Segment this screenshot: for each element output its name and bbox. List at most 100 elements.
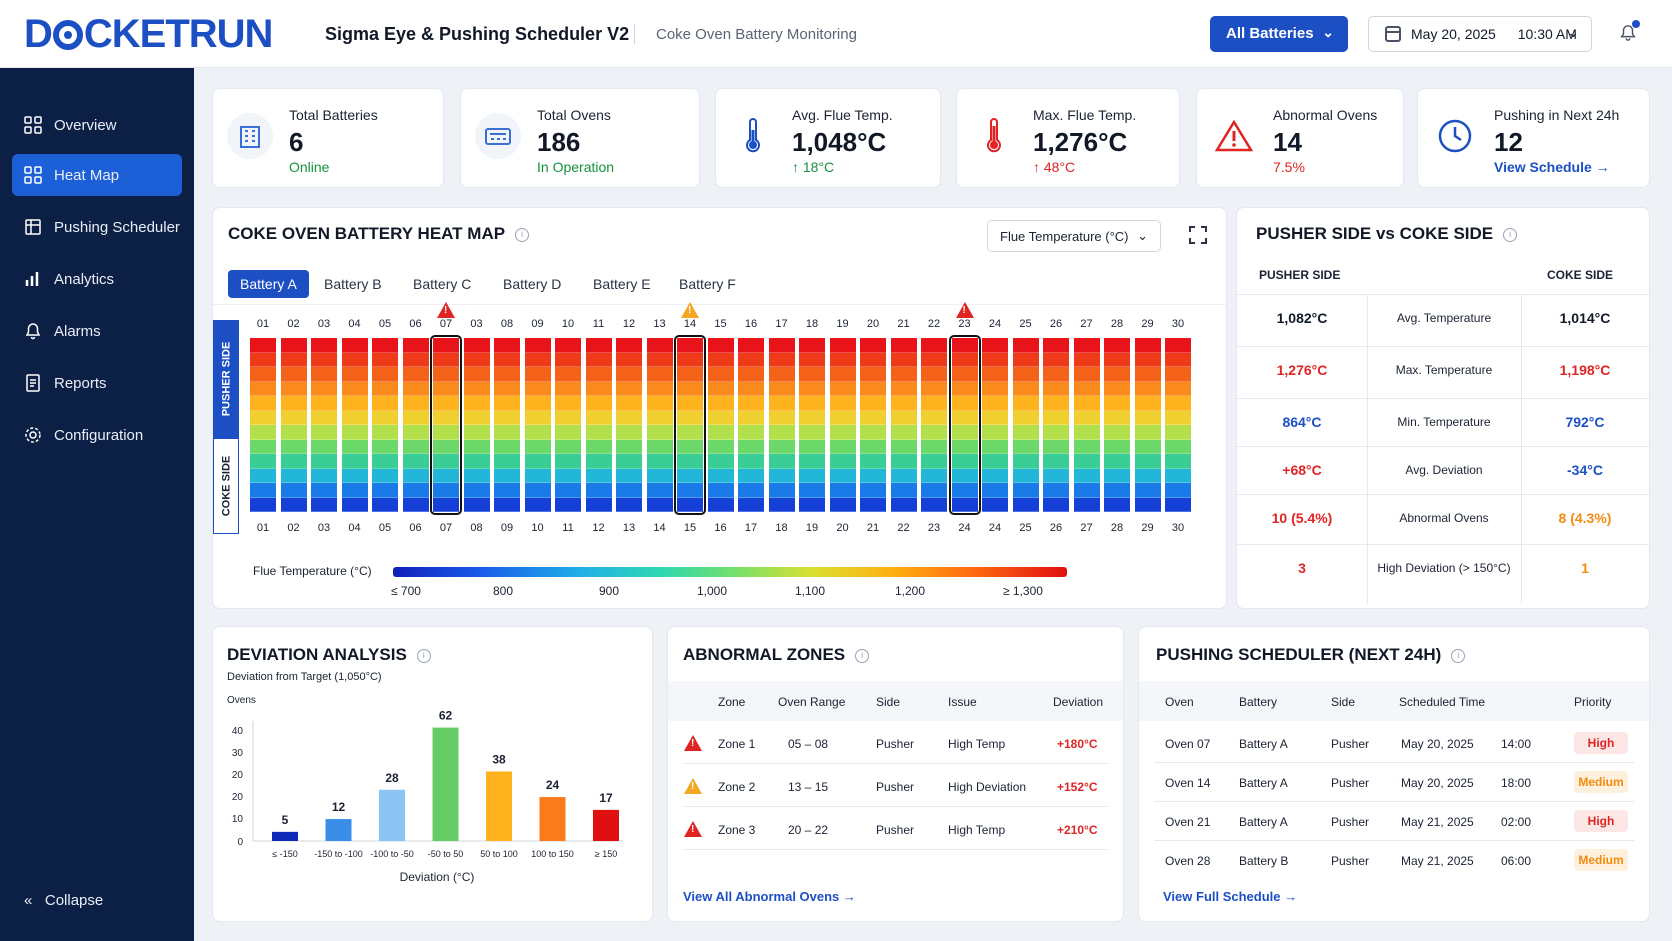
pusher-side-header: PUSHER SIDE (1259, 268, 1341, 282)
heatmap-cell (738, 381, 764, 396)
kpi-value: 12 (1494, 127, 1523, 157)
heatmap-cell (311, 396, 337, 411)
oven-column[interactable] (829, 338, 856, 512)
bar[interactable] (272, 831, 298, 841)
oven-column[interactable] (430, 335, 462, 515)
view-schedule-link[interactable]: View Schedule → (1494, 159, 1610, 175)
sidebar-item-heat-map[interactable]: Heat Map (12, 154, 182, 196)
bell-icon[interactable] (1619, 24, 1637, 42)
bar[interactable] (432, 727, 459, 841)
oven-column[interactable] (1134, 338, 1161, 512)
tab-battery-c[interactable]: Battery C (413, 276, 472, 292)
heatmap-cell (524, 381, 551, 396)
info-icon[interactable]: i (515, 228, 530, 242)
sidebar-item-overview[interactable]: Overview (12, 104, 182, 146)
oven-column[interactable] (738, 338, 764, 512)
oven-column[interactable] (948, 335, 981, 515)
heatmap-cell (768, 439, 795, 454)
row-divider (1237, 398, 1649, 399)
column-divider (1367, 294, 1368, 604)
heatmap-cell (799, 410, 825, 425)
oven-column[interactable] (1104, 338, 1130, 512)
scheduled-date: May 21, 2025 (1401, 854, 1474, 868)
oven-column[interactable] (921, 338, 947, 512)
oven-column[interactable] (860, 338, 886, 512)
tab-battery-f[interactable]: Battery F (679, 276, 736, 292)
heatmap-cell (921, 483, 947, 498)
collapse-button[interactable]: « Collapse (24, 892, 103, 909)
heatmap-title: COKE OVEN BATTERY HEAT MAP i (228, 224, 530, 244)
heatmap-cell (860, 468, 886, 483)
issue: High Temp (948, 737, 1006, 751)
warning-icon[interactable] (437, 302, 455, 318)
view-all-abnormal-link[interactable]: View All Abnormal Ovens → (683, 889, 856, 904)
sidebar-item-alarms[interactable]: Alarms (12, 310, 182, 352)
info-icon[interactable]: i (1503, 228, 1518, 242)
bar[interactable] (486, 771, 512, 841)
deviation-value: +152°C (1057, 780, 1098, 794)
oven-column[interactable] (1165, 338, 1191, 512)
heatmap-cell (555, 468, 581, 483)
chevron-down-icon: ⌄ (1322, 24, 1334, 40)
heatmap-cell (280, 338, 307, 353)
oven-column[interactable] (674, 335, 706, 515)
oven-column[interactable] (524, 338, 551, 512)
heatmap-cell (1043, 352, 1069, 367)
heatmap-cell (494, 338, 520, 353)
oven-column[interactable] (768, 338, 795, 512)
sidebar-item-analytics[interactable]: Analytics (12, 258, 182, 300)
scheduled-time: 02:00 (1501, 815, 1532, 829)
tab-battery-e[interactable]: Battery E (593, 276, 651, 292)
oven-column[interactable] (494, 338, 520, 512)
heatmap-cell (1165, 381, 1191, 396)
heatmap-cell (1043, 454, 1069, 469)
sidebar-item-reports[interactable]: Reports (12, 362, 182, 404)
heatmap-cell (1165, 367, 1191, 382)
heatmap-cell (585, 410, 612, 425)
oven-column[interactable] (372, 338, 398, 512)
oven-label-bottom: 19 (805, 522, 819, 534)
battery-select-button[interactable]: All Batteries ⌄ (1210, 16, 1348, 52)
oven-column[interactable] (585, 338, 612, 512)
oven-column[interactable] (555, 338, 581, 512)
info-icon[interactable]: i (1451, 649, 1466, 663)
tab-battery-d[interactable]: Battery D (503, 276, 562, 292)
tab-battery-a[interactable]: Battery A (228, 270, 309, 298)
heatmap-cell (1165, 338, 1191, 353)
oven-column[interactable] (890, 338, 917, 512)
tab-battery-b[interactable]: Battery B (324, 276, 382, 292)
oven-column[interactable] (402, 338, 429, 512)
docketrun-logo[interactable]: D CKETRUN (24, 12, 273, 56)
oven-column[interactable] (1043, 338, 1069, 512)
bar[interactable] (539, 797, 566, 841)
warning-icon[interactable] (955, 302, 974, 318)
fullscreen-icon[interactable] (1189, 226, 1207, 244)
oven-column[interactable] (1073, 338, 1100, 512)
info-icon[interactable]: i (855, 649, 870, 663)
heatmap-cell (646, 468, 673, 483)
oven-column[interactable] (250, 338, 276, 512)
oven-column[interactable] (280, 338, 307, 512)
oven-column[interactable] (707, 338, 734, 512)
bar[interactable] (379, 789, 405, 841)
heatmap-cell (890, 483, 917, 498)
kpi-label: Max. Flue Temp. (1033, 107, 1137, 123)
date-time-picker[interactable]: May 20, 2025 10:30 AM ⌄ (1368, 16, 1592, 52)
metric-select[interactable]: Flue Temperature (°C) ⌄ (987, 220, 1161, 252)
heatmap-cell (1043, 483, 1069, 498)
oven-column[interactable] (341, 338, 368, 512)
view-full-schedule-link[interactable]: View Full Schedule → (1163, 889, 1298, 904)
bar[interactable] (593, 809, 619, 841)
oven-column[interactable] (982, 338, 1008, 512)
warning-icon[interactable] (681, 302, 699, 318)
oven-column[interactable] (311, 338, 337, 512)
sidebar-item-configuration[interactable]: Configuration (12, 414, 182, 456)
oven-column[interactable] (1012, 338, 1039, 512)
oven-column[interactable] (463, 338, 490, 512)
oven-column[interactable] (799, 338, 825, 512)
info-icon[interactable]: i (416, 649, 431, 663)
oven-column[interactable] (646, 338, 673, 512)
sidebar-item-pushing-scheduler[interactable]: Pushing Scheduler (12, 206, 182, 248)
oven-column[interactable] (616, 338, 642, 512)
bar[interactable] (325, 819, 352, 841)
